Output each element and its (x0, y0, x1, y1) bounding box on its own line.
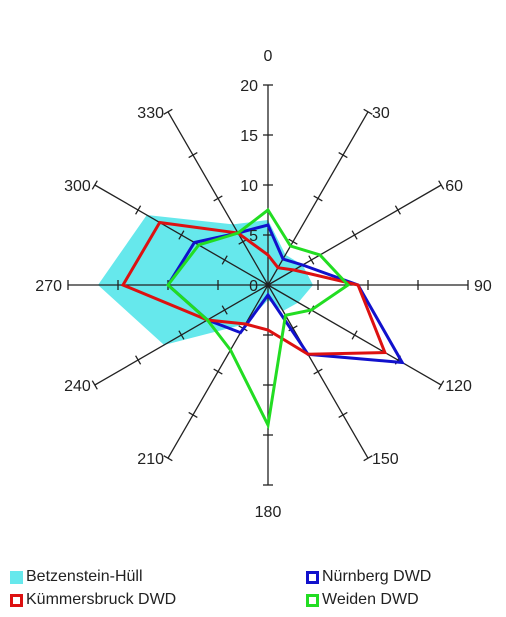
axis-tick (188, 152, 198, 159)
axis-tick (135, 355, 142, 365)
axis-tick (394, 205, 401, 215)
direction-label-150: 150 (372, 451, 399, 468)
axis-tick (178, 230, 185, 240)
legend-swatch (306, 570, 319, 584)
series-line-nurnberg-dwd (166, 223, 405, 365)
direction-label-180: 180 (255, 504, 282, 521)
legend-swatch (306, 593, 319, 607)
legend-label: Nürnberg DWD (322, 568, 432, 585)
legend-item-weiden-dwd: Weiden DWD (306, 591, 419, 609)
radial-tick-label: 5 (249, 228, 258, 245)
radial-tick-label: 0 (249, 278, 258, 295)
axis-tick (438, 180, 445, 190)
legend-item-betzenstein-hull: Betzenstein-Hüll (10, 568, 143, 586)
legend-swatch (10, 593, 23, 607)
axis-tick (338, 411, 348, 418)
axis-tick (213, 195, 223, 202)
legend-label: Weiden DWD (322, 591, 419, 608)
direction-label-120: 120 (445, 378, 472, 395)
axis-tick (363, 455, 373, 462)
legend-label: Betzenstein-Hüll (26, 568, 143, 585)
direction-label-240: 240 (64, 378, 91, 395)
direction-label-0: 0 (264, 48, 273, 65)
axis-tick (221, 255, 228, 265)
axis-tick (313, 368, 323, 375)
radial-tick-label: 20 (240, 78, 258, 95)
series-fills (98, 215, 313, 345)
direction-label-300: 300 (64, 178, 91, 195)
legend-swatch (10, 570, 23, 584)
axis-tick (313, 195, 323, 202)
direction-label-30: 30 (372, 105, 390, 122)
axis-tick (308, 255, 315, 265)
axis-tick (178, 330, 185, 340)
direction-label-270: 270 (35, 278, 62, 295)
series-area-betzenstein-hull (98, 215, 313, 345)
legend-item-kummersbruck-dwd: Kümmersbruck DWD (10, 591, 176, 609)
axis-tick (438, 380, 445, 390)
axis-tick (351, 330, 358, 340)
axis-tick (221, 305, 228, 315)
series-lines (120, 207, 405, 430)
axis-tick (351, 230, 358, 240)
radial-tick-label: 15 (240, 128, 258, 145)
series-line-weiden-dwd (165, 207, 351, 430)
axis-tick (91, 380, 98, 390)
legend-label: Kümmersbruck DWD (26, 591, 177, 608)
axis-tick (163, 108, 173, 115)
axis-tick (338, 152, 348, 159)
axis-tick (91, 180, 98, 190)
series-line-kummersbruck-dwd (120, 220, 388, 356)
axis-tick (135, 205, 142, 215)
axis-tick (163, 455, 173, 462)
direction-label-210: 210 (137, 451, 164, 468)
direction-label-60: 60 (445, 178, 463, 195)
axis-labels: 0 30 60 90 120 150 180 210 240 270 300 330 0 5 10 15 20 (35, 48, 492, 521)
axis-tick (288, 238, 298, 245)
radial-tick-label: 10 (240, 178, 258, 195)
axis-tick (188, 411, 198, 418)
direction-label-330: 330 (137, 105, 164, 122)
direction-label-90: 90 (474, 278, 492, 295)
legend-item-nurnberg-dwd: Nürnberg DWD (306, 568, 431, 586)
axis-tick (363, 108, 373, 115)
axis-tick (213, 368, 223, 375)
radial-axes (67, 84, 469, 486)
